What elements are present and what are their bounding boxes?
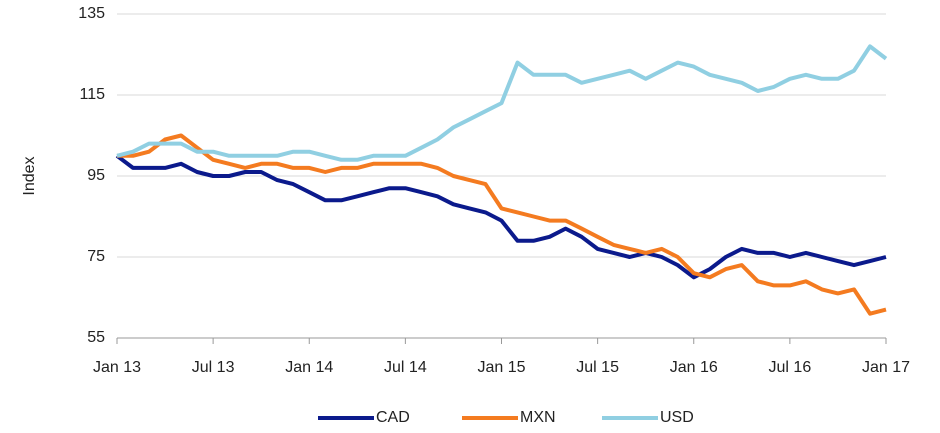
x-tick-label: Jan 17 [862, 359, 910, 376]
y-tick-label: 55 [87, 329, 105, 346]
x-tick-label: Jul 13 [192, 359, 235, 376]
line-series [116, 44, 888, 162]
legend-label: MXN [520, 409, 556, 426]
x-tick-label: Jul 14 [384, 359, 427, 376]
x-tick-label: Jan 13 [93, 359, 141, 376]
y-tick-label: 135 [78, 5, 105, 22]
line-series [117, 133, 887, 316]
line-series [115, 154, 887, 280]
legend-label: CAD [376, 409, 410, 426]
x-tick-label: Jul 15 [576, 359, 619, 376]
legend-label: USD [660, 409, 694, 426]
x-tick-label: Jan 16 [670, 359, 718, 376]
x-tick-label: Jan 15 [477, 359, 525, 376]
y-axis-label: Index [21, 156, 38, 195]
y-tick-label: 95 [87, 167, 105, 184]
y-tick-label: 115 [79, 86, 105, 103]
x-tick-label: Jul 16 [769, 359, 812, 376]
x-tick-label: Jan 14 [285, 359, 333, 376]
y-tick-label: 75 [87, 248, 105, 265]
